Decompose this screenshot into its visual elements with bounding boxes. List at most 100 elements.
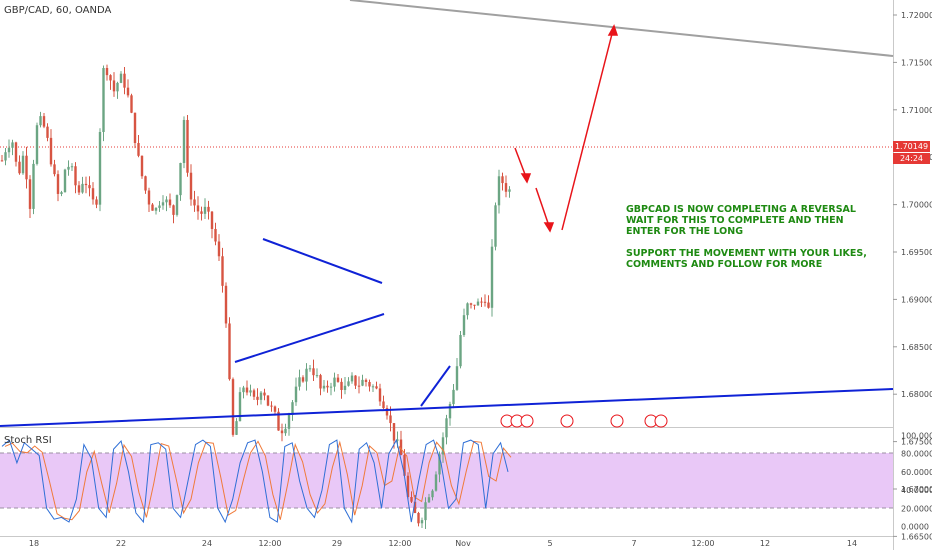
- event-icon-uk[interactable]: [560, 414, 574, 428]
- candle-body: [123, 73, 126, 88]
- candle-body: [256, 396, 259, 400]
- time-tick-label: 12:00: [691, 539, 714, 548]
- candle-body: [487, 302, 490, 308]
- candle-body: [326, 385, 329, 388]
- price-tick-label: 1.67500: [901, 438, 932, 447]
- annotation-line: WAIT FOR THIS TO COMPLETE AND THEN: [626, 215, 844, 226]
- candle-body: [333, 377, 336, 387]
- candle-body: [424, 502, 427, 521]
- candle-body: [77, 185, 81, 193]
- candle-body: [322, 385, 326, 389]
- candle-body: [459, 334, 462, 367]
- candle-body: [497, 176, 501, 206]
- time-tick-label: 5: [547, 539, 552, 548]
- time-axis[interactable]: 18 22 24 12:00 29 12:00 Nov 5 7 12:00 12 14: [29, 539, 857, 548]
- oscillator-tick-label: 40.0000: [901, 486, 932, 495]
- candle-body: [280, 430, 284, 434]
- price-tick-label: 1.70000: [901, 201, 932, 210]
- candle-body: [116, 82, 119, 92]
- resistance-trendline[interactable]: [349, 0, 894, 57]
- candle-body: [182, 119, 186, 163]
- candle-body: [480, 301, 483, 303]
- candle-body: [60, 192, 63, 194]
- price-tick-label: 1.71000: [901, 106, 932, 115]
- candle-body: [154, 207, 158, 211]
- candle-body: [466, 303, 469, 316]
- candle-body: [259, 392, 263, 400]
- price-tick-label: 1.71500: [901, 58, 932, 67]
- candle-body: [186, 119, 189, 173]
- triangle-upper-line[interactable]: [262, 238, 383, 284]
- stoch-rsi-lines: [1, 438, 512, 524]
- candle-body: [4, 152, 7, 161]
- candle-body: [340, 381, 343, 390]
- oscillator-tick-label: 100.0000: [901, 432, 932, 441]
- candle-body: [417, 513, 420, 524]
- price-tick-label: 1.72000: [901, 11, 932, 20]
- event-icons[interactable]: [500, 414, 668, 428]
- candle-body: [382, 401, 385, 409]
- candle-body: [91, 188, 95, 200]
- candle-body: [28, 179, 32, 209]
- time-tick-label: 12: [760, 539, 770, 548]
- stoch-k-line: [1, 438, 509, 524]
- candle-body: [392, 423, 396, 441]
- support-trendline[interactable]: [0, 388, 894, 427]
- oscillator-axis[interactable]: 100.0000 80.0000 60.0000 40.0000 20.0000 0.00…: [901, 432, 932, 532]
- candle-body: [98, 132, 102, 205]
- candle-body: [179, 162, 182, 196]
- price-tick-label: 1.68500: [901, 343, 932, 352]
- candle-body: [151, 204, 154, 211]
- candle-body: [109, 75, 112, 81]
- candle-body: [196, 205, 200, 212]
- candle-body: [298, 377, 301, 387]
- candle-body: [315, 375, 319, 377]
- annotation-line: GBPCAD IS NOW COMPLETING A REVERSAL: [626, 204, 856, 215]
- price-tick-label: 1.69000: [901, 295, 932, 304]
- time-tick-label: 12:00: [258, 539, 281, 548]
- triangle-lower-line[interactable]: [234, 313, 385, 363]
- candle-body: [266, 395, 270, 406]
- drawings-group: [0, 0, 894, 428]
- candle-body: [413, 501, 417, 514]
- analysis-annotation: GBPCAD IS NOW COMPLETING A REVERSAL WAIT…: [626, 204, 867, 270]
- candle-body: [25, 155, 28, 180]
- candle-body: [371, 386, 375, 388]
- event-icon-ca[interactable]: [610, 414, 624, 428]
- candle-body: [224, 285, 228, 324]
- annotation-line: ENTER FOR THE LONG: [626, 226, 743, 237]
- candle-body: [126, 87, 130, 96]
- breakout-trendline[interactable]: [420, 365, 451, 407]
- candle-body: [112, 80, 116, 92]
- candle-body: [147, 190, 151, 205]
- oscillator-tick-label: 0.0000: [901, 523, 929, 532]
- candle-body: [168, 199, 172, 206]
- event-icon-uk[interactable]: [654, 414, 668, 428]
- candle-body: [207, 206, 210, 212]
- time-tick-label: Nov: [455, 539, 471, 548]
- event-icon-uk[interactable]: [520, 414, 534, 428]
- candle-body: [252, 390, 256, 397]
- candle-body: [18, 161, 21, 174]
- last-price-tag: 1.70149: [893, 141, 930, 152]
- stoch-rsi-label: Stoch RSI: [4, 435, 52, 446]
- candle-body: [161, 202, 165, 206]
- candle-body: [56, 174, 60, 194]
- candle-body: [81, 183, 84, 193]
- time-tick-label: 12:00: [388, 539, 411, 548]
- candle-body: [420, 520, 424, 524]
- candle-body: [133, 112, 137, 143]
- candle-body: [462, 315, 466, 335]
- candle-body: [214, 228, 217, 242]
- candle-body: [88, 185, 91, 189]
- time-tick-label: 29: [332, 539, 342, 548]
- candle-body: [210, 211, 214, 229]
- price-axis[interactable]: 1.720001.715001.710001.705001.700001.695…: [893, 11, 932, 541]
- candle-body: [375, 386, 378, 389]
- candle-body: [63, 169, 67, 193]
- candle-body: [35, 125, 39, 164]
- candle-body: [469, 303, 473, 305]
- candle-body: [277, 411, 280, 431]
